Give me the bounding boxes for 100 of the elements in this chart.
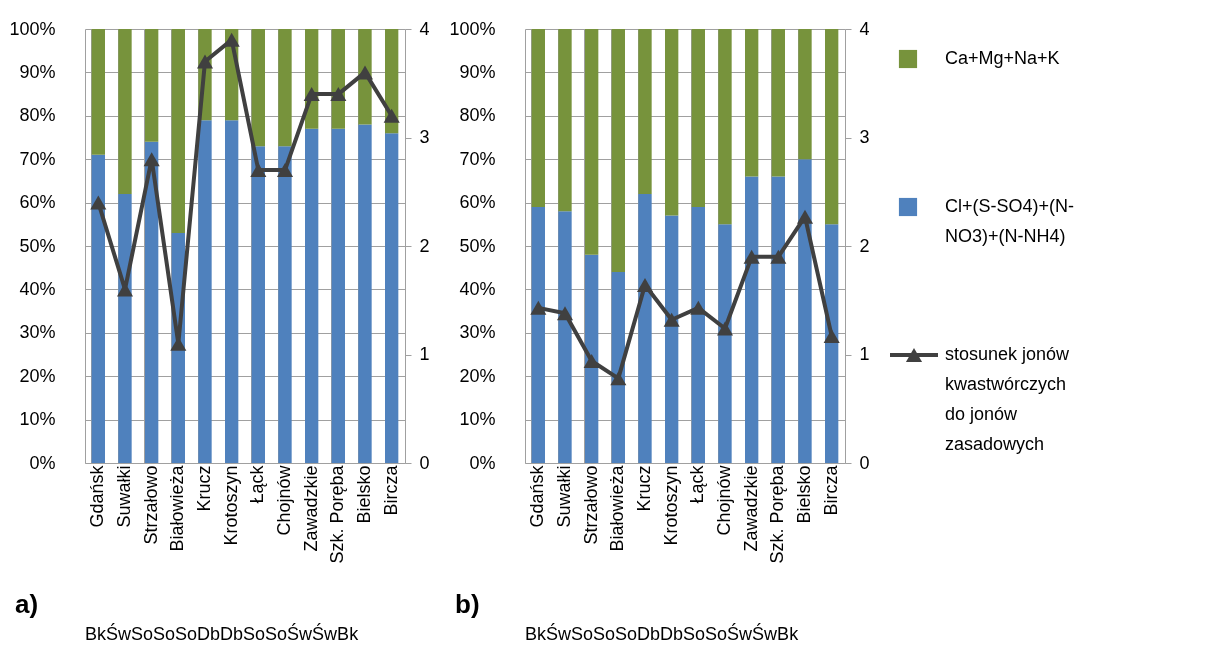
x-tick-label: Krucz — [194, 465, 214, 512]
point — [250, 163, 267, 178]
point — [610, 371, 627, 386]
y-tick-label: 10% — [19, 409, 56, 430]
bar — [331, 128, 345, 463]
y-tick-label: 90% — [459, 61, 496, 82]
x-tick-label: Krotoszyn — [220, 465, 241, 546]
text: b) — [455, 589, 480, 619]
bar — [171, 29, 185, 233]
y-tick-label: 100% — [449, 18, 496, 39]
y-tick-label: 100% — [9, 18, 56, 39]
bar — [798, 159, 812, 463]
x-tick-label: Białowieża — [167, 464, 188, 552]
y-tick-label: 70% — [459, 148, 496, 169]
x-tick-label: Zawadzkie — [740, 465, 761, 552]
y-tick-label: 80% — [459, 105, 496, 126]
y-tick-label: 50% — [19, 235, 56, 256]
x-tick-label: Suwałki — [554, 465, 574, 528]
bar — [558, 211, 572, 463]
y2-tick-label: 3 — [859, 127, 870, 147]
point — [796, 209, 814, 224]
y-tick-label: 10% — [459, 409, 496, 430]
x-tick-label: Szk. Poręba — [767, 464, 788, 564]
x-tick-label: Chojnów — [714, 464, 734, 536]
bar — [691, 206, 705, 463]
bar — [638, 193, 652, 463]
x-tick-label: Bielsko — [794, 465, 814, 524]
y-tick-label: 20% — [19, 365, 56, 386]
bar — [611, 272, 625, 463]
x-tick-label: Krotoszyn — [660, 465, 681, 546]
bar — [225, 120, 239, 463]
x-tick-label: Bircza — [820, 464, 841, 516]
point — [276, 163, 294, 178]
y-tick-label: 40% — [19, 278, 56, 299]
bar — [91, 29, 105, 155]
y-tick-label: 80% — [19, 105, 56, 126]
x-tick-label: Strzałowo — [580, 465, 601, 545]
y-tick-label: 40% — [459, 278, 496, 299]
text: BkŚwSoSoSoDbDbSoSoŚwŚwBk — [525, 623, 800, 644]
bar — [531, 206, 545, 463]
bar — [118, 29, 132, 194]
point — [743, 249, 760, 264]
text: a) — [15, 589, 39, 619]
point — [636, 278, 654, 293]
bar — [305, 128, 319, 463]
y-tick-label: 30% — [459, 322, 496, 343]
y-tick-label: 0% — [29, 452, 56, 473]
bar — [278, 29, 292, 147]
point — [90, 195, 107, 210]
x-tick-label: Łąck — [687, 464, 708, 504]
bar — [825, 29, 839, 225]
point — [530, 300, 547, 315]
bar — [145, 29, 159, 142]
bar — [745, 29, 759, 177]
text: BkŚwSoSoSoDbDbSoSoŚwŚwBk — [85, 623, 360, 644]
bar — [558, 29, 572, 212]
x-tick-label: Białowieża — [607, 464, 628, 552]
bar — [91, 154, 105, 463]
point — [383, 108, 400, 123]
x-tick-label: Bircza — [380, 464, 401, 516]
x-tick-label: Suwałki — [114, 465, 134, 528]
bar — [798, 29, 812, 160]
bar — [585, 254, 599, 463]
bar — [638, 29, 652, 194]
point — [583, 354, 600, 368]
bar — [665, 215, 679, 463]
bar — [718, 29, 732, 225]
bar — [118, 193, 132, 463]
legend-label: stosunek jonów kwastwórczych do jonów zasadowych — [945, 344, 1071, 454]
point — [663, 312, 680, 327]
y-tick-label: 60% — [459, 192, 496, 213]
bar — [825, 224, 839, 463]
point — [556, 306, 574, 321]
x-tick-label: Szk. Poręba — [327, 464, 348, 564]
y2-tick-label: 2 — [419, 235, 430, 256]
bar — [358, 29, 372, 125]
point — [770, 249, 787, 264]
bar — [665, 29, 679, 216]
bar — [531, 29, 545, 207]
x-tick-label: Łąck — [247, 464, 268, 504]
bar — [385, 133, 399, 463]
x-tick-label: Chojnów — [274, 464, 294, 536]
y-tick-label: 70% — [19, 148, 56, 169]
y2-tick-label: 0 — [419, 452, 430, 473]
x-tick-label: Krucz — [634, 465, 654, 512]
point — [303, 87, 320, 102]
point — [716, 321, 734, 336]
y-tick-label: 20% — [459, 365, 496, 386]
x-tick-label: Gdańsk — [87, 464, 108, 528]
bar — [611, 29, 625, 273]
bar — [691, 29, 705, 207]
bar — [745, 176, 759, 463]
x-tick-label: Strzałowo — [140, 465, 161, 545]
y-tick-label: 50% — [459, 235, 496, 256]
y2-tick-label: 2 — [859, 235, 870, 256]
bar — [278, 146, 292, 463]
x-tick-label: Zawadzkie — [300, 465, 321, 552]
legend-label: Ca+Mg+Na+K — [945, 48, 1060, 68]
y2-tick-label: 4 — [859, 18, 870, 39]
y2-tick-label: 1 — [419, 344, 430, 364]
